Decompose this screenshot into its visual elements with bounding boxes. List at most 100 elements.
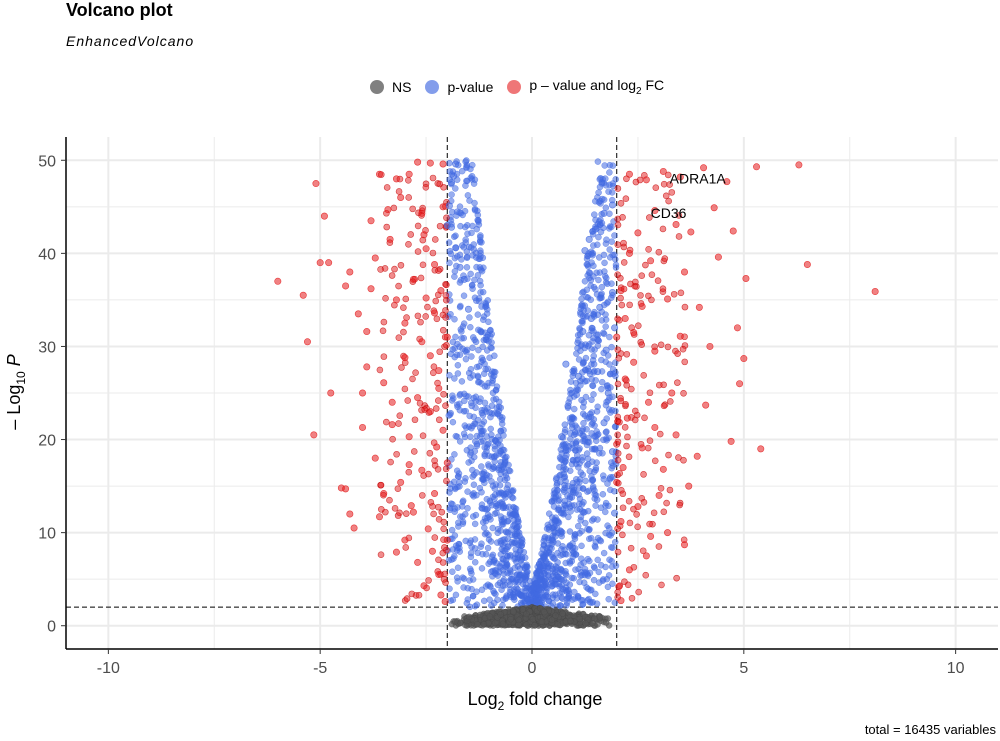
data-point-pvalue-bg: [568, 574, 576, 582]
legend-swatch-pvalue: [425, 79, 440, 94]
data-point-pvalue-bg: [578, 555, 585, 562]
data-point-pvalue-fc-bg: [627, 280, 634, 288]
data-point-p: [608, 288, 616, 296]
data-point-pvalue-fc-bg: [614, 380, 622, 388]
data-point-pvalue-bg: [491, 445, 499, 453]
data-point-pvalue-bg: [604, 583, 612, 591]
data-point-pfc: [742, 274, 750, 282]
data-point-pvalue-fc-bg: [614, 241, 622, 249]
data-point-pvalue-bg: [563, 599, 571, 607]
data-point-pvalue-bg: [488, 330, 495, 338]
data-point-pfc: [367, 217, 375, 225]
data-point-pfc: [409, 275, 417, 283]
data-point-pvalue-bg: [467, 323, 474, 331]
data-point-pfc: [401, 536, 409, 544]
data-point-pvalue-bg: [590, 576, 598, 584]
data-point-pvalue-bg: [594, 158, 602, 165]
data-point-pvalue-fc-bg: [404, 397, 412, 404]
data-point-pvalue-fc-bg: [405, 177, 412, 184]
data-point-pvalue-bg: [576, 445, 583, 452]
data-point-pvalue-fc-bg: [394, 485, 402, 492]
data-point-pvalue-fc-bg: [673, 574, 680, 582]
data-point-pvalue-fc-bg: [622, 195, 630, 202]
data-point-pfc: [664, 295, 672, 303]
data-point-pvalue-bg: [533, 570, 540, 578]
data-point-pvalue-bg: [566, 528, 574, 535]
data-point-pvalue-bg: [495, 466, 502, 474]
data-point-pvalue-bg: [457, 513, 464, 520]
data-point-pvalue-bg: [456, 392, 463, 399]
data-point-pvalue-bg: [464, 192, 472, 199]
data-point-pvalue-fc-bg: [434, 397, 442, 404]
data-point-pvalue-fc-bg: [660, 381, 667, 389]
data-point-pfc: [312, 180, 320, 188]
data-point-pfc: [392, 548, 400, 556]
data-point-pfc: [647, 532, 655, 540]
data-point-pvalue-bg: [609, 544, 616, 551]
data-point-pvalue-fc-bg: [396, 412, 404, 419]
data-point-pvalue-bg: [577, 311, 584, 318]
data-point-pvalue-bg: [557, 602, 565, 609]
legend-item-pvalue-fc[interactable]: p – value and log2 FC: [507, 77, 664, 97]
legend-swatch-ns: [370, 79, 384, 94]
data-point-pvalue-fc-bg: [619, 531, 626, 539]
data-points: [274, 157, 879, 629]
data-point-pvalue-fc-bg: [414, 222, 422, 230]
data-point-pvalue-fc-bg: [425, 577, 432, 584]
data-point-pvalue-bg: [478, 501, 486, 508]
data-point-pvalue-fc-bg: [675, 233, 683, 240]
data-point-pvalue-bg: [555, 497, 562, 505]
data-point-ns-bg: [576, 615, 584, 623]
data-point-ns-bg: [602, 619, 610, 626]
data-point-pvalue-bg: [491, 485, 499, 492]
data-point-pfc: [325, 259, 333, 267]
data-point-p: [562, 360, 570, 368]
data-point-pfc: [702, 401, 710, 409]
data-point-pvalue-fc-bg: [631, 407, 639, 415]
data-point-pvalue-bg: [567, 508, 574, 515]
data-point-pvalue-bg: [504, 517, 512, 525]
legend-item-ns[interactable]: NS: [370, 79, 411, 95]
data-point-pvalue-fc-bg: [620, 239, 627, 247]
data-point-pvalue-bg: [500, 576, 508, 584]
data-point-pfc: [388, 421, 396, 429]
data-point-pvalue-fc-bg: [388, 272, 396, 279]
data-point-ns-bg: [567, 617, 574, 625]
data-point-pfc: [642, 176, 650, 184]
data-point-pvalue-bg: [611, 232, 618, 239]
data-point-pvalue-fc-bg: [383, 223, 391, 231]
data-point-pvalue-bg: [481, 360, 488, 368]
y-tick-label: 10: [38, 526, 56, 543]
data-point-pvalue-bg: [589, 458, 596, 466]
data-point-pvalue-fc-bg: [623, 381, 631, 389]
data-point-pvalue-bg: [598, 317, 606, 324]
data-point-pfc: [420, 231, 428, 239]
data-point-pfc: [617, 597, 625, 605]
data-point-pvalue-bg: [494, 581, 502, 589]
data-point-pfc: [651, 207, 659, 215]
data-point-pfc: [613, 478, 621, 486]
data-point-pvalue-fc-bg: [617, 397, 625, 405]
data-point-p: [602, 346, 610, 354]
data-point-pvalue-bg: [449, 392, 456, 399]
data-point-ns-bg: [552, 612, 559, 619]
data-point-p: [611, 509, 619, 517]
data-point-pvalue-bg: [606, 246, 613, 253]
data-point-pfc: [405, 433, 413, 441]
data-point-pvalue-bg: [509, 494, 517, 502]
data-point-ns-bg: [507, 615, 514, 623]
legend-item-pvalue[interactable]: p-value: [425, 79, 493, 95]
data-point-pfc: [418, 338, 426, 346]
data-point-pvalue-bg: [472, 404, 479, 412]
y-tick-label: 40: [38, 246, 56, 263]
data-point-pvalue-fc-bg: [633, 511, 640, 518]
data-point-pvalue-fc-bg: [390, 204, 398, 212]
data-point-pvalue-bg: [452, 432, 460, 440]
data-point-pvalue-bg: [497, 427, 504, 435]
data-point-pvalue-bg: [580, 399, 588, 406]
data-point-pvalue-bg: [488, 602, 495, 609]
data-point-pvalue-bg: [589, 483, 597, 490]
data-point-pvalue-bg: [603, 300, 611, 307]
data-point-pvalue-bg: [605, 595, 612, 603]
data-point-pvalue-fc-bg: [665, 451, 672, 459]
